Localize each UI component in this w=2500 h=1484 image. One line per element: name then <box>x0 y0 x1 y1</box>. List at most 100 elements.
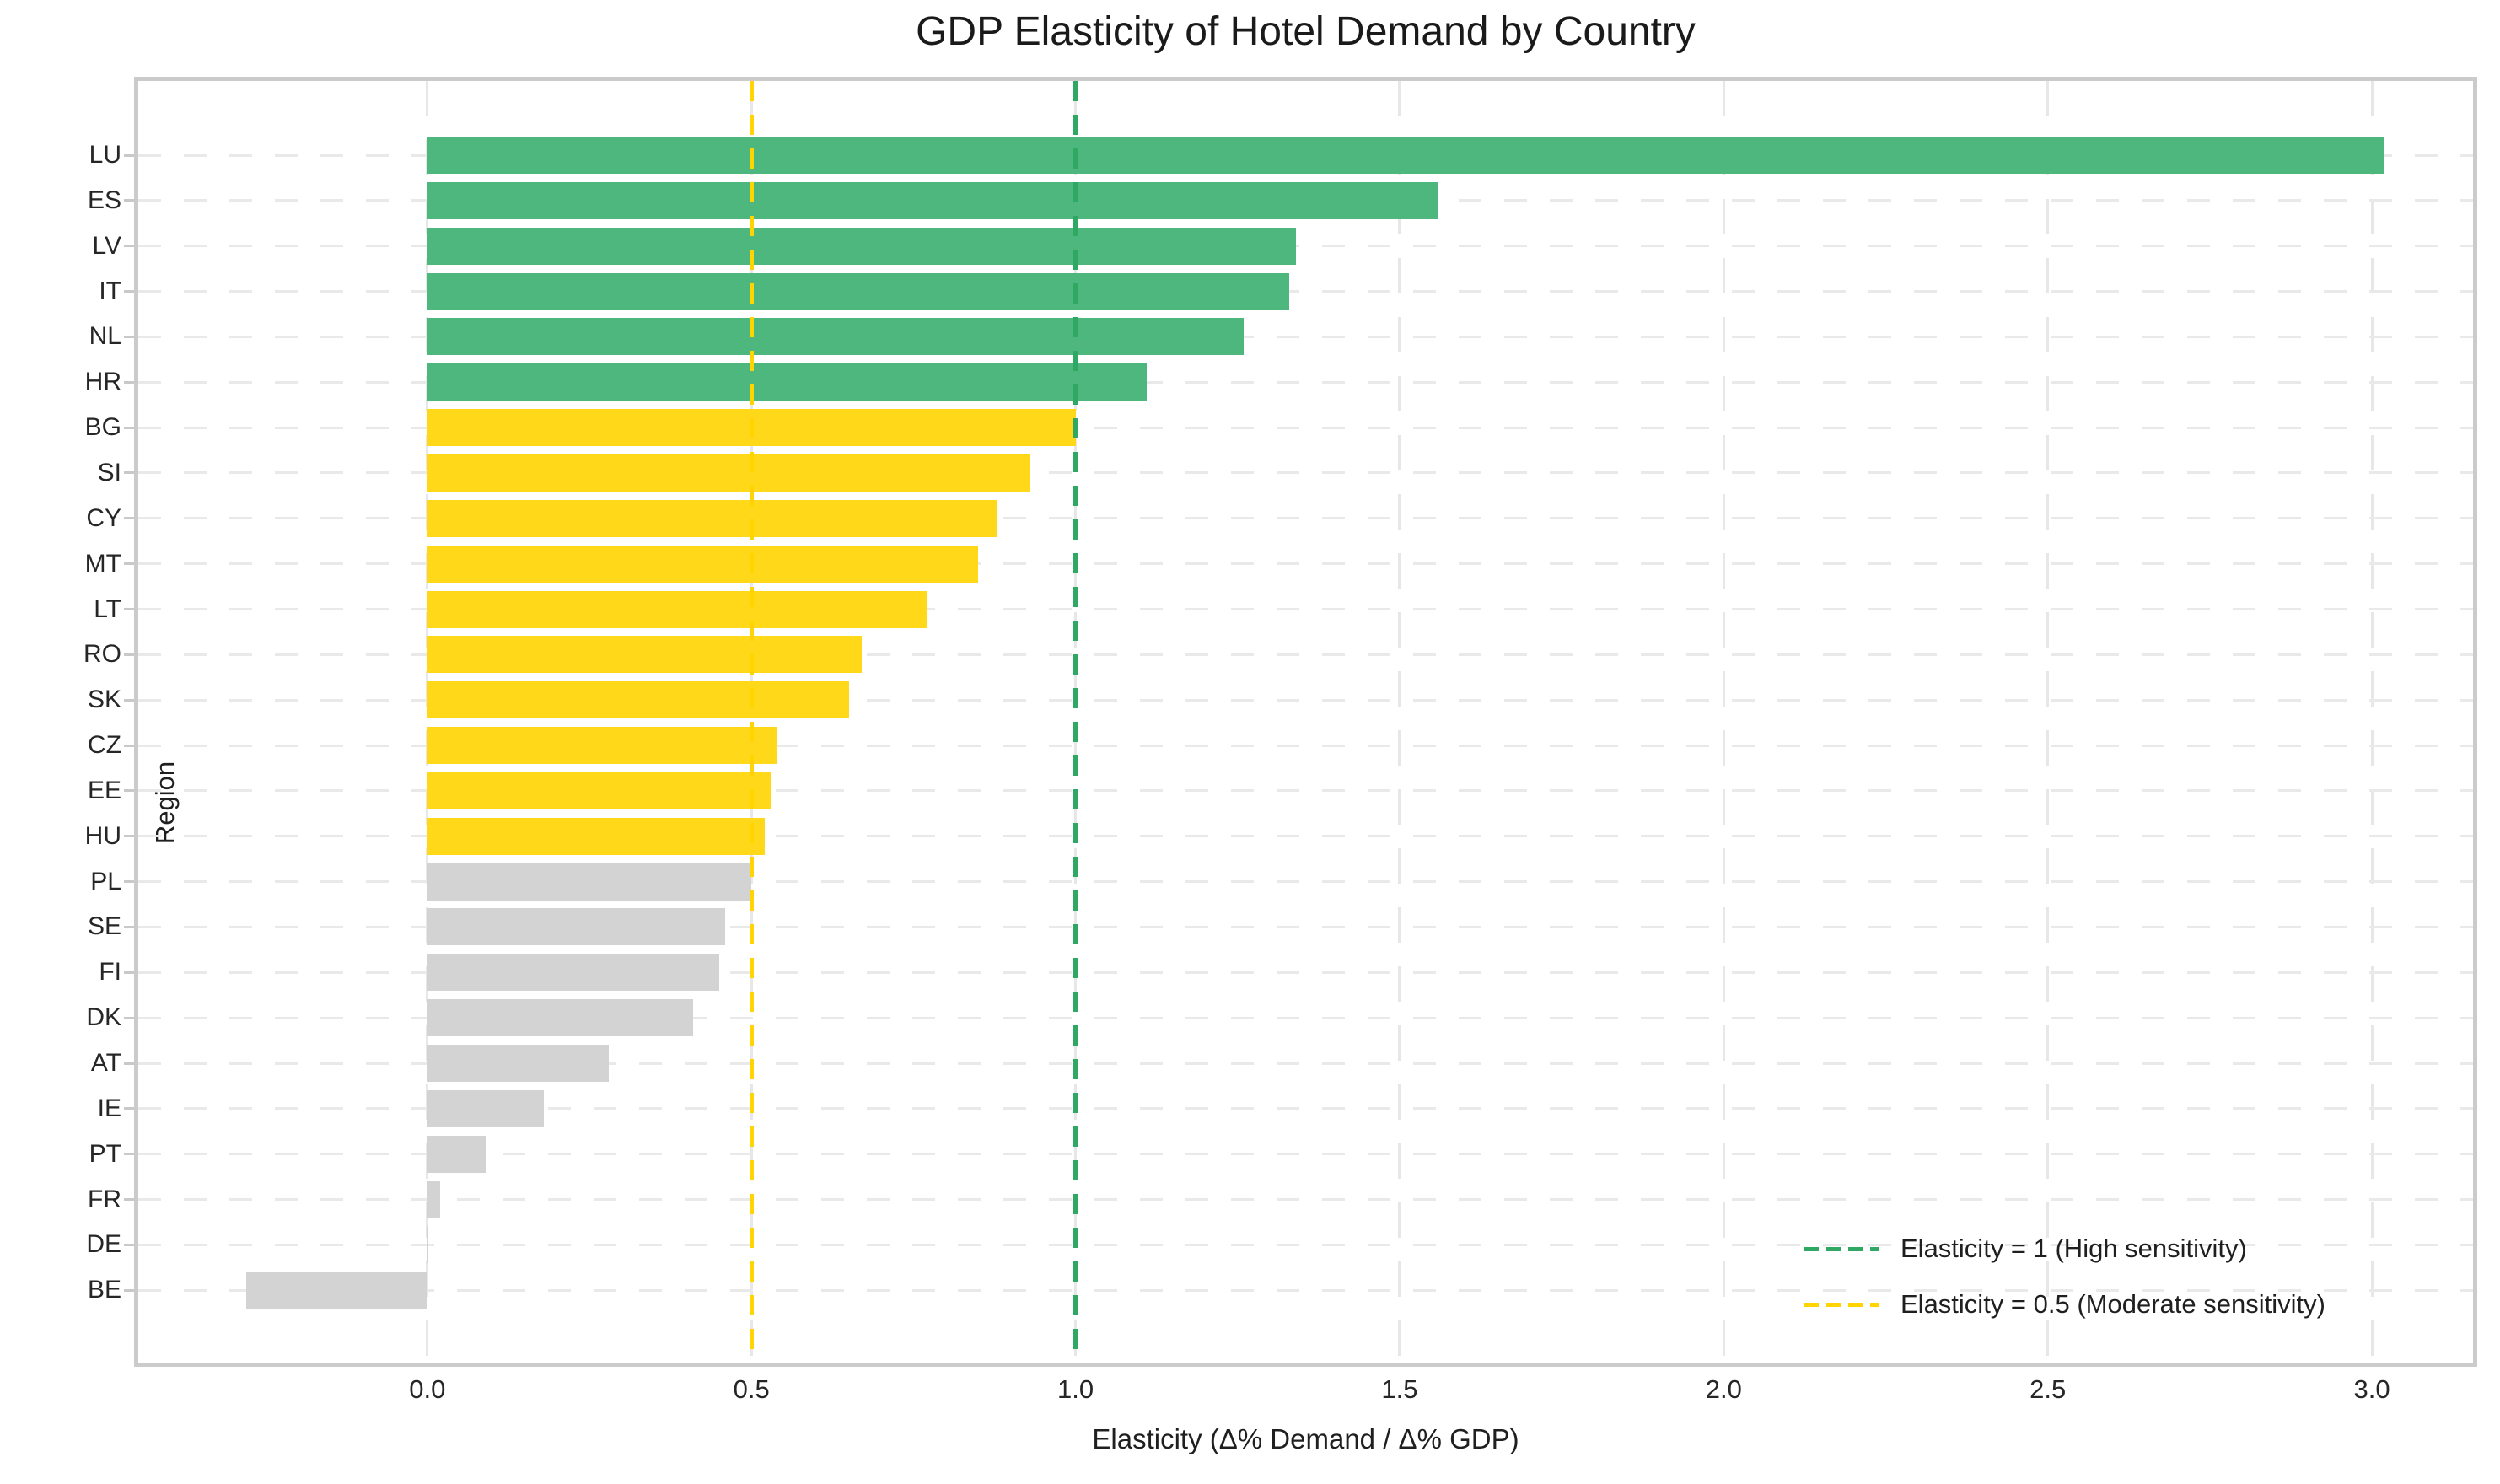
y-tick <box>124 835 134 838</box>
x-tick-label: 1.5 <box>1381 1374 1418 1404</box>
y-tick <box>124 471 134 475</box>
x-gridline <box>2370 81 2374 1363</box>
y-gridline <box>138 789 2473 793</box>
x-gridline <box>1722 81 1725 1363</box>
y-tick <box>124 562 134 566</box>
bar-ie <box>427 1089 545 1127</box>
y-gridline <box>138 1153 2473 1156</box>
reference-line <box>1073 81 1078 1363</box>
x-tick-label: 0.5 <box>733 1374 770 1404</box>
x-gridline <box>426 81 429 1363</box>
bar-fr <box>427 1180 441 1218</box>
bar-es <box>427 181 1439 219</box>
bar-sk <box>427 681 849 719</box>
y-gridline <box>138 1198 2473 1202</box>
y-gridline <box>138 1016 2473 1019</box>
y-tick-label: DK <box>86 1003 121 1032</box>
y-gridline <box>138 1288 2473 1292</box>
y-gridline <box>138 835 2473 838</box>
plot-area: Region Elasticity (Δ% Demand / Δ% GDP) E… <box>83 77 2477 1454</box>
y-gridline <box>138 380 2473 384</box>
y-tick <box>124 880 134 884</box>
bar-it <box>427 272 1290 310</box>
y-tick-label: BG <box>84 413 121 442</box>
y-tick-label: HU <box>84 821 121 850</box>
y-tick <box>124 153 134 157</box>
bar-se <box>427 908 726 946</box>
y-tick <box>124 426 134 429</box>
y-tick-label: EE <box>87 776 121 804</box>
y-tick-label: IE <box>97 1094 121 1122</box>
y-tick-label: IT <box>99 277 121 305</box>
legend-row: Elasticity = 0.5 (Moderate sensitivity) <box>1804 1277 2325 1332</box>
bar-lt <box>427 590 927 628</box>
y-tick <box>124 290 134 293</box>
y-tick-label: AT <box>90 1049 121 1077</box>
y-gridline <box>138 335 2473 338</box>
bar-ro <box>427 636 862 674</box>
x-axis-label: Elasticity (Δ% Demand / Δ% GDP) <box>1092 1423 1519 1454</box>
y-tick-label: LT <box>94 594 121 623</box>
legend-label: Elasticity = 0.5 (Moderate sensitivity) <box>1901 1289 2325 1319</box>
y-tick-label: HR <box>84 368 121 396</box>
x-gridline <box>1398 81 1401 1363</box>
y-gridline <box>138 1062 2473 1065</box>
y-tick-label: SI <box>97 458 121 487</box>
y-gridline <box>138 880 2473 884</box>
y-gridline <box>138 925 2473 928</box>
y-tick <box>124 245 134 248</box>
bar-pt <box>427 1135 487 1173</box>
y-tick-label: PT <box>89 1139 121 1168</box>
y-tick-label: LV <box>92 231 121 260</box>
y-tick-label: FI <box>99 958 121 987</box>
y-tick <box>124 1288 134 1292</box>
y-tick-label: LU <box>89 141 121 169</box>
bar-be <box>245 1272 427 1309</box>
bar-fi <box>427 954 719 992</box>
bar-de <box>426 1226 428 1264</box>
y-gridline <box>138 1243 2473 1246</box>
y-tick-label: DE <box>86 1230 121 1259</box>
y-tick-label: PL <box>90 867 121 895</box>
legend-label: Elasticity = 1 (High sensitivity) <box>1901 1234 2247 1263</box>
reference-line <box>749 81 754 1363</box>
x-gridline <box>2046 81 2050 1363</box>
legend-dash <box>1804 1302 1879 1307</box>
y-tick-label: SE <box>87 912 121 941</box>
y-tick <box>124 335 134 338</box>
bar-lu <box>427 137 2385 174</box>
bar-pl <box>427 863 752 901</box>
bar-hu <box>427 817 765 855</box>
y-gridline <box>138 744 2473 747</box>
y-tick <box>124 380 134 384</box>
y-tick-label: CY <box>86 503 121 532</box>
y-tick <box>124 1062 134 1065</box>
legend: Elasticity = 1 (High sensitivity) Elasti… <box>1804 1221 2325 1332</box>
y-tick-label: MT <box>84 549 121 578</box>
y-gridline <box>138 608 2473 610</box>
y-tick-label: SK <box>87 686 121 714</box>
y-tick <box>124 199 134 202</box>
y-axis-label: Region <box>150 761 180 845</box>
y-tick <box>124 744 134 747</box>
y-gridline <box>138 426 2473 429</box>
bar-at <box>427 1045 610 1082</box>
y-tick <box>124 971 134 974</box>
y-tick <box>124 1107 134 1110</box>
y-tick-label: FR <box>88 1185 121 1213</box>
x-tick-label: 1.0 <box>1057 1374 1094 1404</box>
bar-hr <box>427 363 1148 401</box>
x-tick-label: 3.0 <box>2353 1374 2390 1404</box>
x-tick-label: 2.5 <box>2030 1374 2067 1404</box>
legend-row: Elasticity = 1 (High sensitivity) <box>1804 1221 2325 1277</box>
y-gridline <box>138 698 2473 702</box>
y-tick-label: CZ <box>88 731 121 760</box>
y-tick <box>124 925 134 928</box>
y-tick <box>124 1243 134 1246</box>
x-tick-label: 0.0 <box>409 1374 446 1404</box>
y-gridline <box>138 562 2473 566</box>
bar-lv <box>427 227 1296 265</box>
y-tick <box>124 698 134 702</box>
x-tick-label: 2.0 <box>1705 1374 1742 1404</box>
bar-mt <box>427 545 979 583</box>
